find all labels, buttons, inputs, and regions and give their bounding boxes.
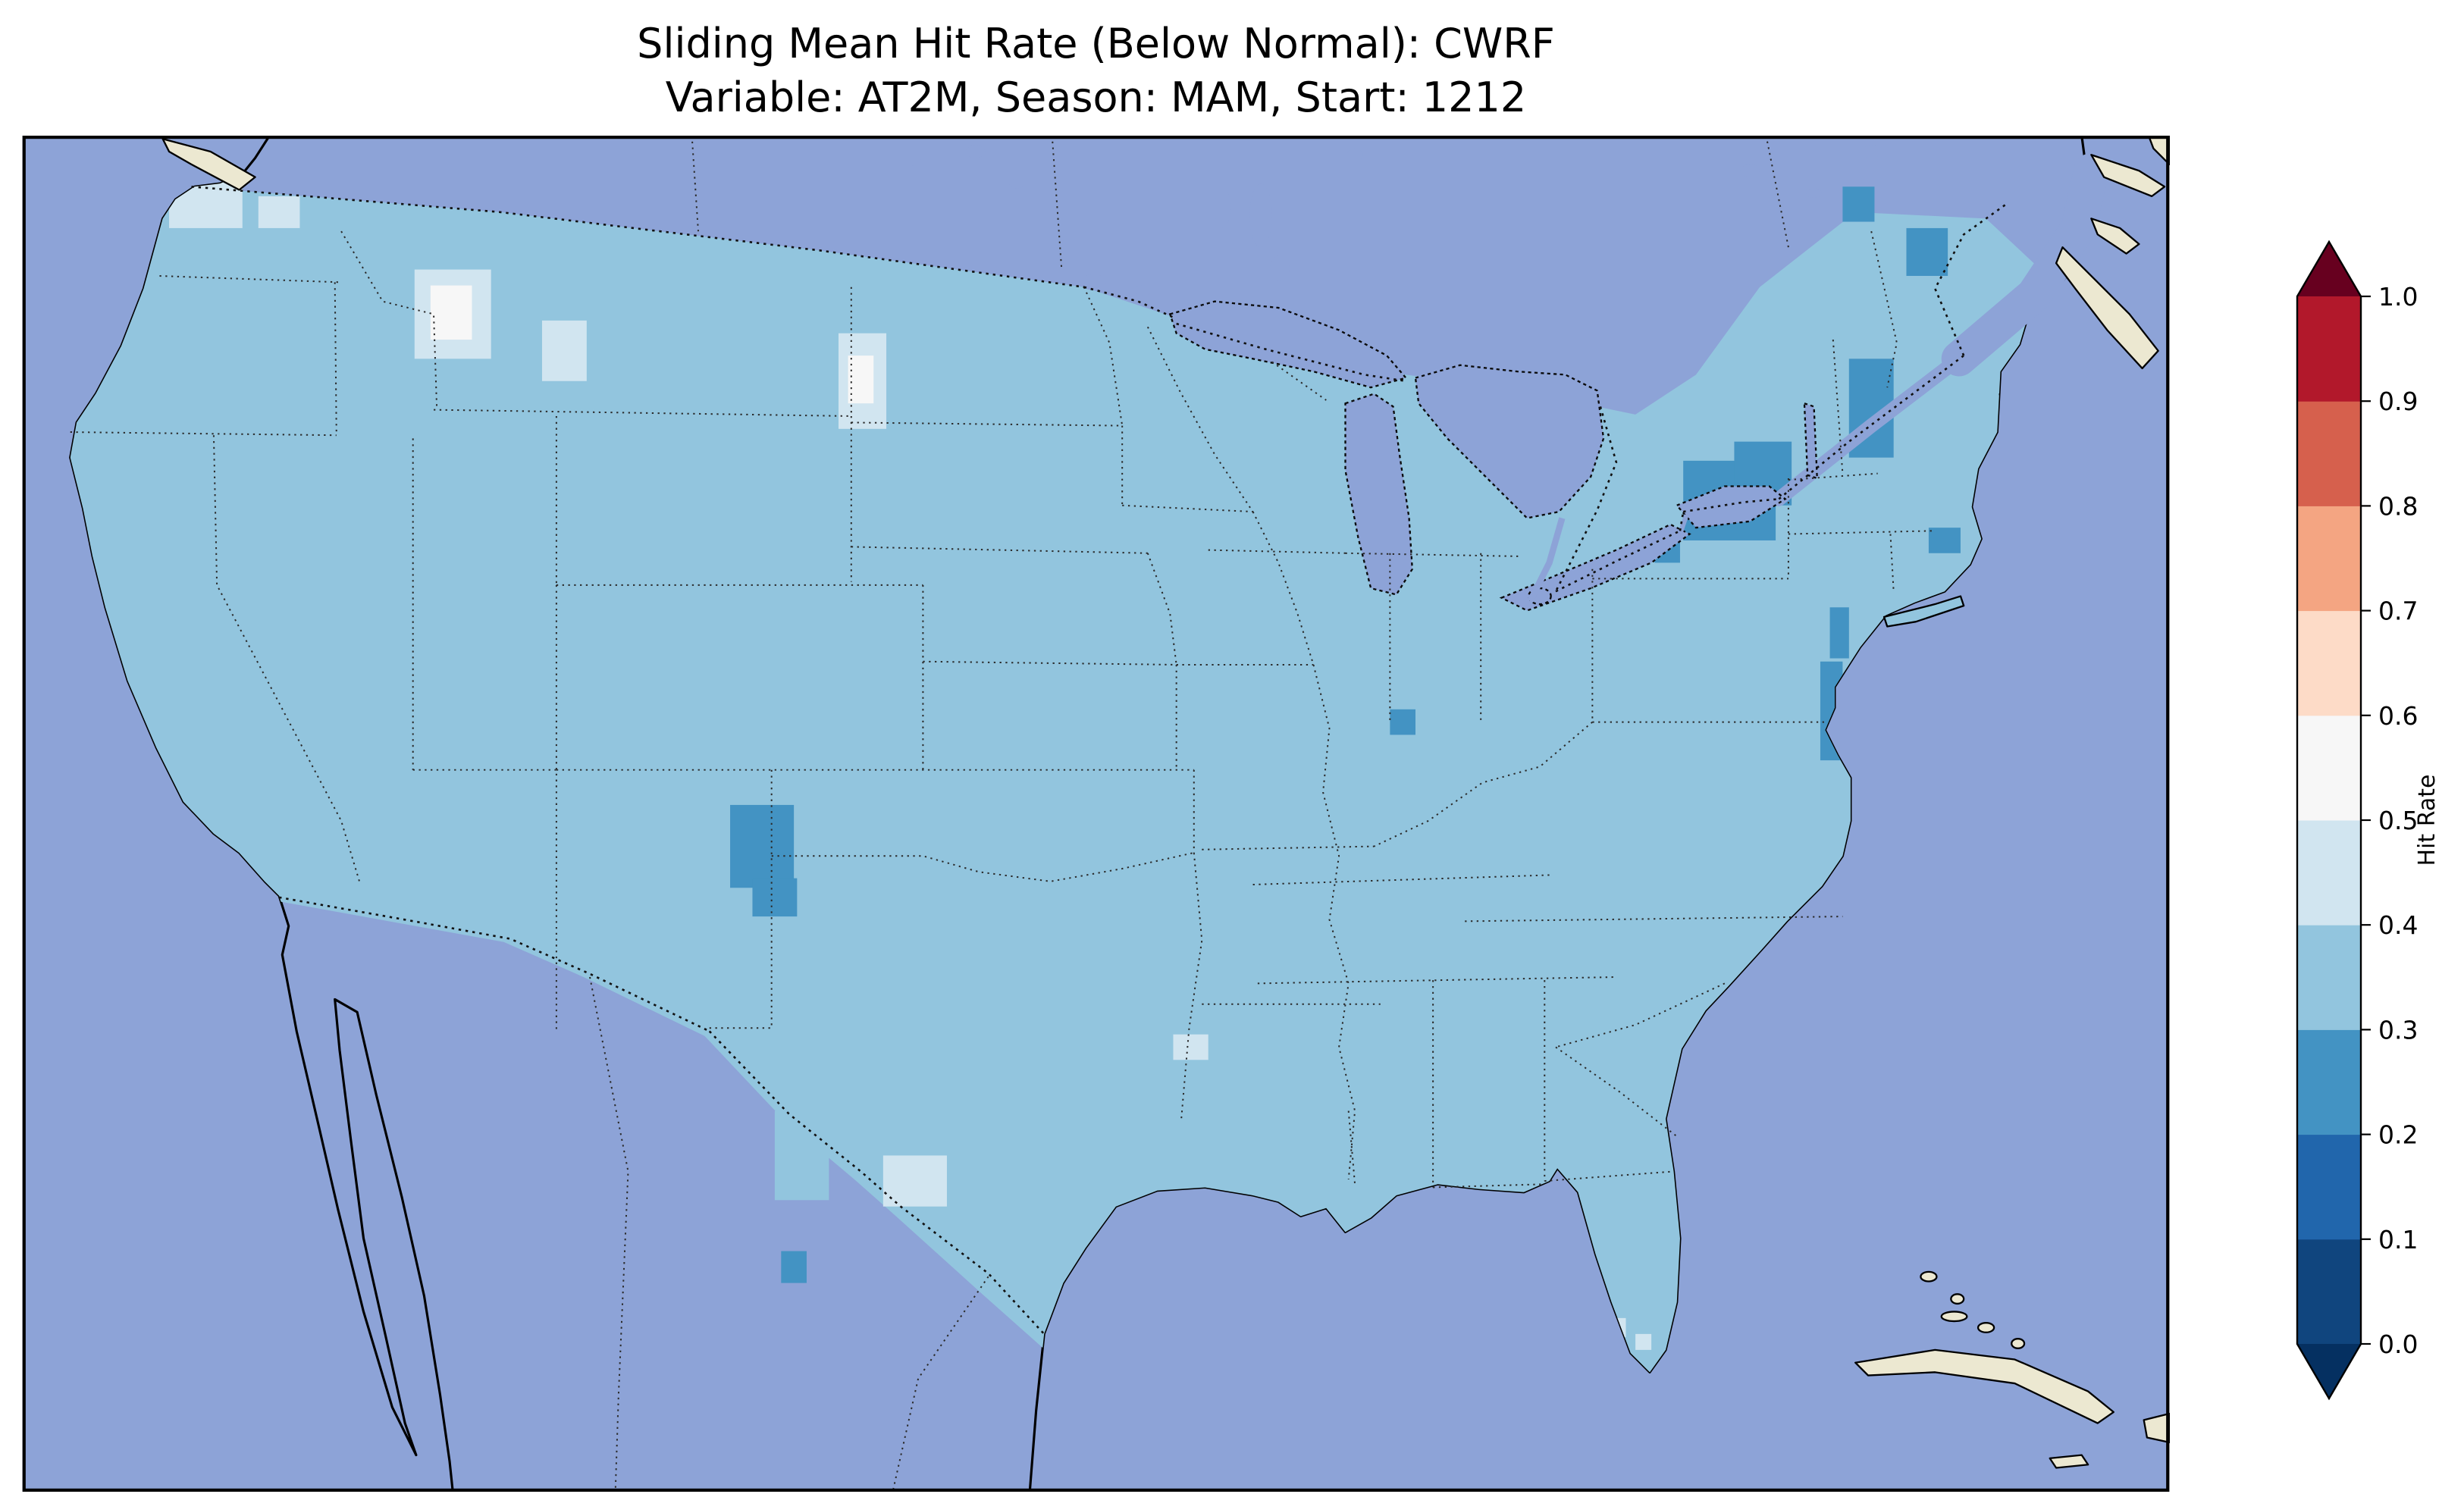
small-lake: [1861, 145, 1881, 158]
colorbar-band: [2297, 401, 2361, 506]
small-lakes: [908, 145, 1881, 296]
hitrate-patch: [1390, 709, 1415, 735]
colorbar-band: [2297, 1029, 2361, 1135]
hitrate-patch: [1173, 1034, 1208, 1060]
colorbar-band: [2297, 820, 2361, 926]
lake-erie: [1499, 523, 1691, 612]
bahamas-island: [1920, 1270, 1938, 1283]
colorbar-band: [2297, 715, 2361, 821]
hitrate-patch: [1635, 1333, 1652, 1350]
niagara-river: [1677, 514, 1689, 535]
small-lake: [1008, 178, 1025, 189]
bahamas-island: [1977, 1322, 1995, 1333]
bahamas-island: [2011, 1338, 2026, 1349]
hitrate-patch: [774, 1110, 829, 1201]
colorbar: 0.0 0.1 0.2 0.3 0.4 0.5 0.6 0.7 0.8 0.9 1.0 Hit Ra…: [2278, 224, 2464, 1436]
small-lake: [966, 145, 986, 158]
hitrate-patch: [1928, 528, 1961, 553]
colorbar-tick-label: 1.0: [2378, 282, 2418, 312]
hitrate-patch: [1842, 186, 1875, 222]
hitrate-patch: [781, 1251, 807, 1283]
colorbar-label: Hit Rate: [2414, 775, 2440, 866]
lake-huron: [1414, 364, 1605, 519]
hitrate-patch: [752, 878, 798, 917]
lake-winnipegosis: [1215, 186, 1231, 228]
colorbar-over-arrow: [2297, 242, 2361, 296]
colorbar-band: [2297, 506, 2361, 612]
lake-ontario: [1675, 485, 1787, 529]
lake-superior: [1168, 300, 1408, 389]
colorbar-tick-label: 0.4: [2378, 910, 2418, 940]
state-borders: [70, 136, 1933, 1492]
lake-michigan: [1344, 393, 1413, 596]
hitrate-patch: [541, 320, 587, 381]
colorbar-tick-label: 0.6: [2378, 701, 2418, 731]
lake-nipigon: [1270, 255, 1290, 281]
rainy-lake: [1133, 285, 1153, 296]
map-canvas: [22, 136, 2170, 1492]
lake-of-the-woods: [1080, 274, 1107, 290]
colorbar-tick-label: 0.3: [2378, 1015, 2418, 1045]
hitrate-patch: [730, 804, 795, 888]
anticosti-island: [2090, 154, 2166, 198]
small-lake: [908, 156, 922, 166]
plot-subtitle: Variable: AT2M, Season: MAM, Start: 1212: [665, 74, 1527, 122]
colorbar-band: [2297, 1134, 2361, 1240]
jamaica: [2049, 1454, 2089, 1469]
colorbar-tick-label: 0.2: [2378, 1120, 2418, 1150]
plot-title: Sliding Mean Hit Rate (Below Normal): CW…: [637, 20, 1555, 67]
hitrate-patch: [848, 355, 874, 404]
hitrate-patch: [1829, 607, 1849, 659]
hitrate-patch: [882, 1155, 947, 1207]
great-lakes: [1168, 300, 1818, 612]
vancouver-island: [161, 138, 256, 191]
long-island: [1882, 595, 1965, 628]
islands: [161, 136, 2170, 1469]
lake-winnipeg: [1249, 183, 1272, 248]
hitrate-patch: [430, 285, 472, 340]
colorbar-band: [2297, 925, 2361, 1030]
lake-champlain: [1803, 402, 1818, 480]
colorbar-band: [2297, 610, 2361, 716]
colorbar-canvas: 0.0 0.1 0.2 0.3 0.4 0.5 0.6 0.7 0.8 0.9 1.0 Hit Ra…: [2296, 240, 2440, 1401]
international-borders: [191, 185, 2009, 1335]
colorbar-under-arrow: [2297, 1344, 2361, 1398]
hitrate-patch: [1906, 227, 1948, 276]
detroit-river: [1527, 517, 1566, 603]
cuba: [1854, 1348, 2114, 1424]
colorbar-tick-label: 0.8: [2378, 491, 2418, 521]
small-lake: [1806, 188, 1823, 198]
axes-frame: [22, 136, 2170, 1492]
colorbar-tick-label: 0.1: [2378, 1225, 2418, 1254]
colorbar-tick-label: 0.0: [2378, 1330, 2418, 1359]
map-axes: [22, 136, 2170, 1492]
colorbar-band: [2297, 1239, 2361, 1345]
colorbar-ticks: 0.0 0.1 0.2 0.3 0.4 0.5 0.6 0.7 0.8 0.9 1.0: [2361, 282, 2418, 1359]
prince-edward-island: [2090, 218, 2140, 255]
colorbar-bands: [2297, 296, 2361, 1345]
colorbar-band: [2297, 296, 2361, 402]
bahamas-island: [1950, 1293, 1965, 1305]
small-lake: [1740, 164, 1760, 177]
bahamas-island: [1940, 1311, 1968, 1323]
colorbar-tick-label: 0.9: [2378, 387, 2418, 416]
colorbar-tick-label: 0.7: [2378, 597, 2418, 626]
plot-title-block: Sliding Mean Hit Rate (Below Normal): CW…: [22, 17, 2170, 125]
hitrate-patch: [258, 196, 300, 228]
colorbar-tick-label: 0.5: [2378, 806, 2418, 835]
small-lake: [1346, 148, 1363, 161]
nova-scotia: [2055, 246, 2159, 370]
